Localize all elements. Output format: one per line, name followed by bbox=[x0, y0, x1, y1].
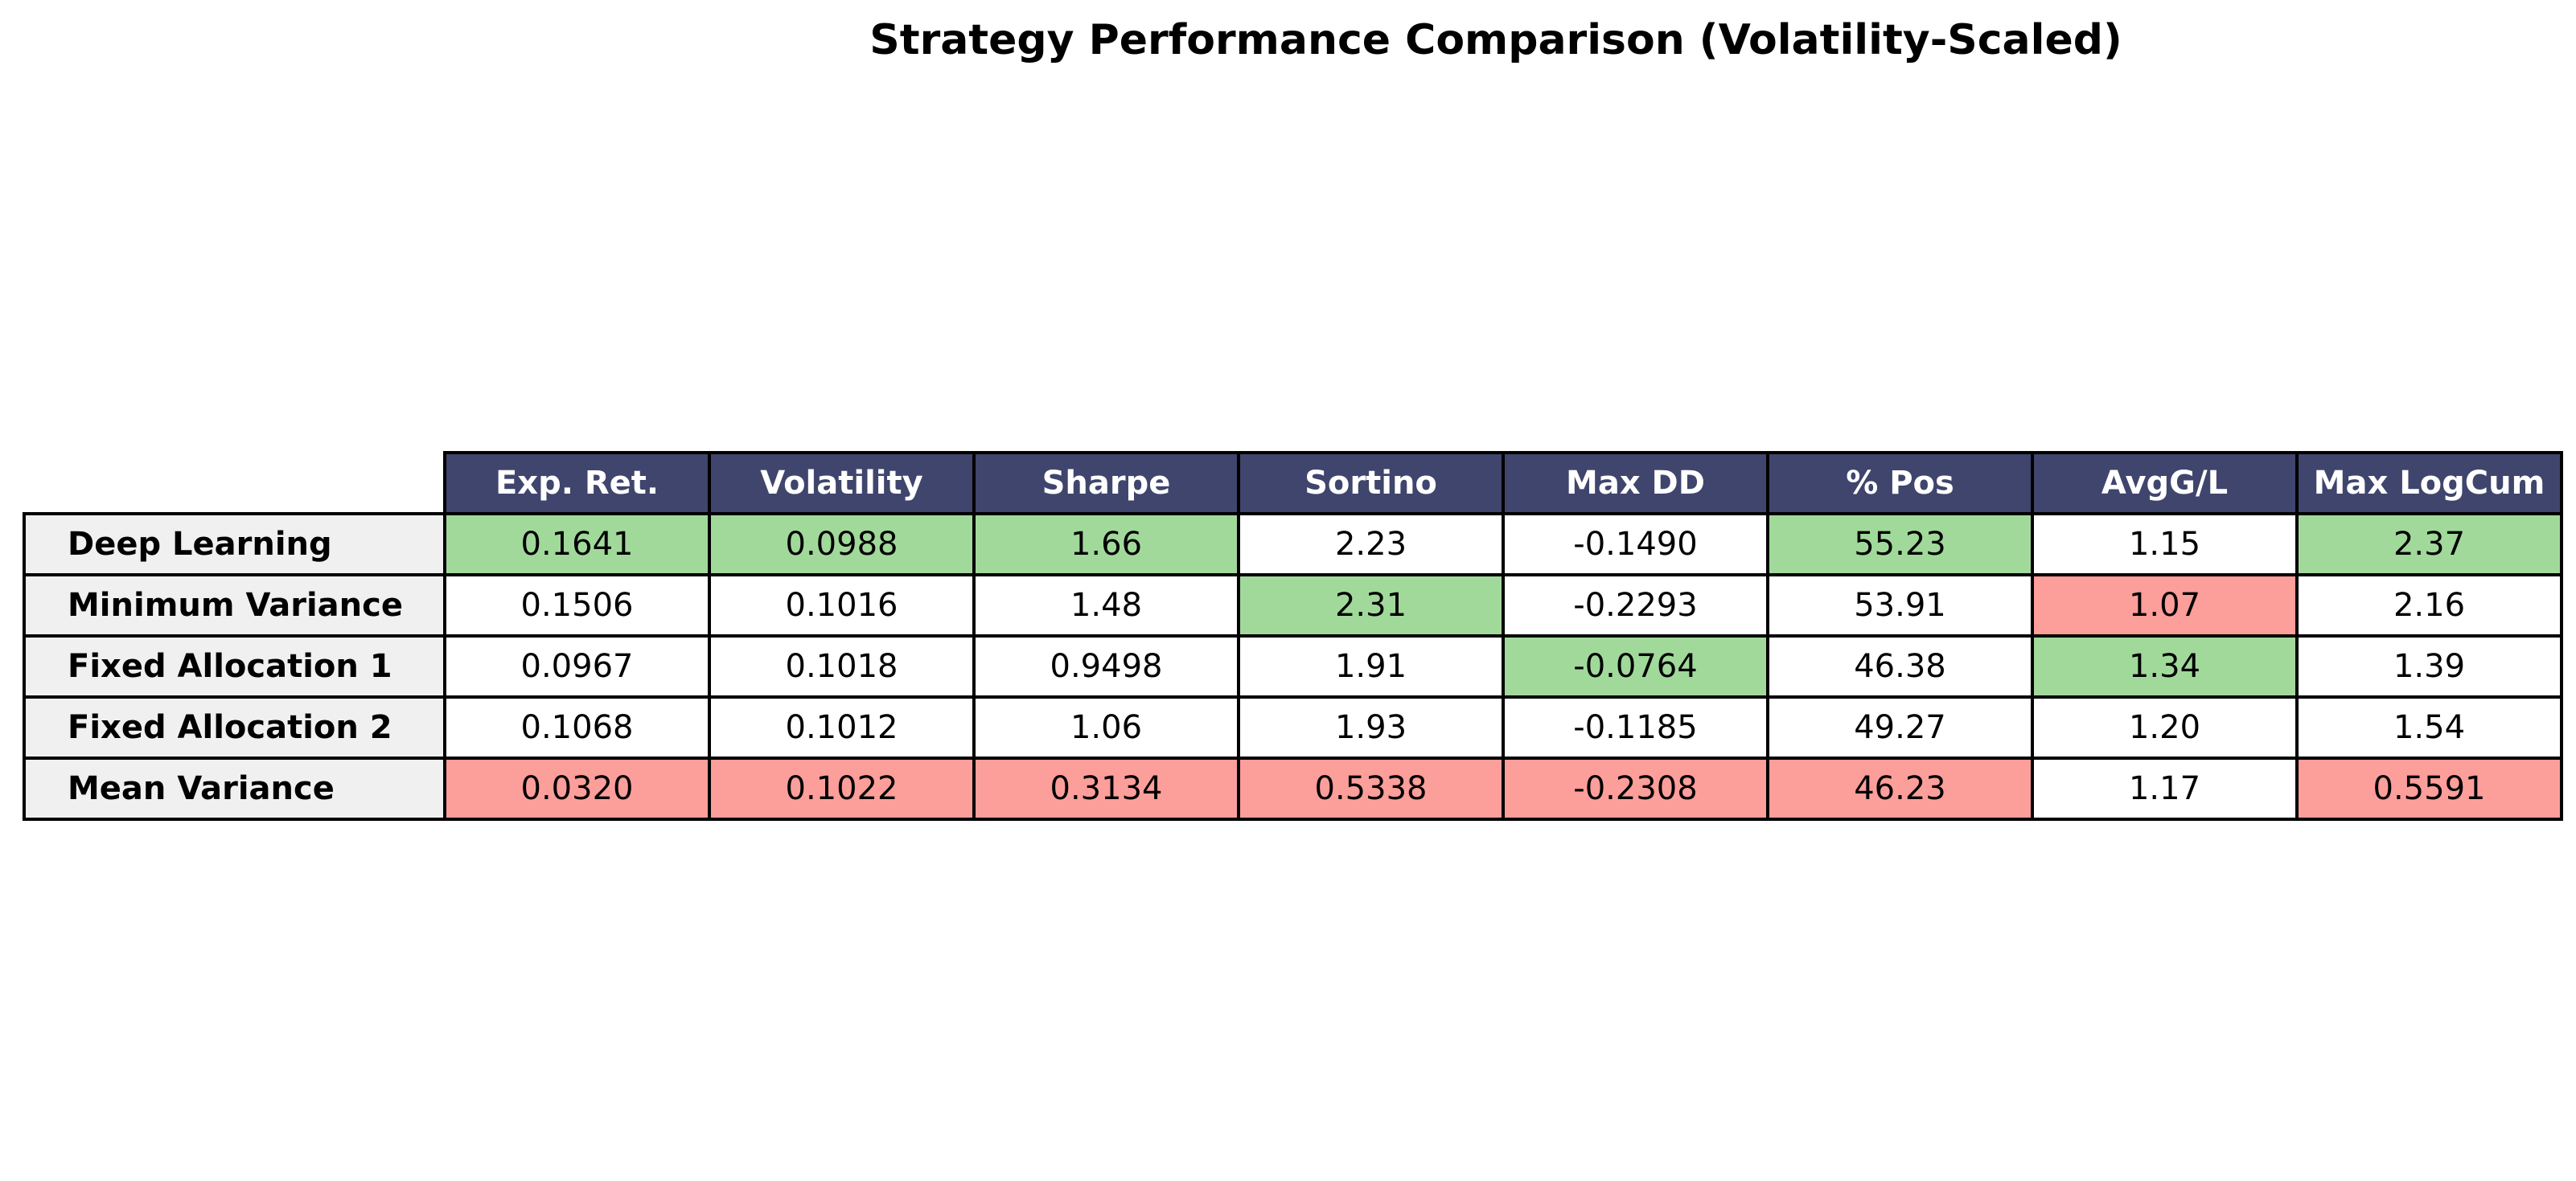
table-cell: 0.0967 bbox=[443, 634, 711, 699]
table-cell: 2.37 bbox=[2295, 512, 2563, 576]
table-row: Mean Variance 0.0320 0.1022 0.3134 0.5338 -0.… bbox=[23, 757, 2563, 821]
row-header: Mean Variance bbox=[23, 757, 446, 821]
table-cell: 1.39 bbox=[2295, 634, 2563, 699]
table-cell: 0.1016 bbox=[708, 573, 976, 638]
table-cell: 0.5591 bbox=[2295, 757, 2563, 821]
performance-table-container: Exp. Ret. Volatility Sharpe Sortino Max DD% … bbox=[23, 451, 2563, 821]
column-header: AvgG/L bbox=[2031, 451, 2299, 515]
table-cell: 0.1022 bbox=[708, 757, 976, 821]
table-cell: 1.93 bbox=[1237, 695, 1505, 760]
table-cell: 0.3134 bbox=[972, 757, 1240, 821]
table-cell: 1.66 bbox=[972, 512, 1240, 576]
table-cell: 1.48 bbox=[972, 573, 1240, 638]
table-row: Deep Learning 0.1641 0.0988 1.66 2.23 -0.1490… bbox=[23, 512, 2563, 576]
table-cell: 1.91 bbox=[1237, 634, 1505, 699]
column-header: % Pos bbox=[1766, 451, 2034, 515]
table-cell: 2.16 bbox=[2295, 573, 2563, 638]
column-header: Sortino bbox=[1237, 451, 1505, 515]
row-header: Fixed Allocation 1 bbox=[23, 634, 446, 699]
table-cell: 1.07 bbox=[2031, 573, 2299, 638]
table-body: Deep Learning 0.1641 0.0988 1.66 2.23 -0.1490… bbox=[23, 512, 2563, 821]
column-header: Exp. Ret. bbox=[443, 451, 711, 515]
table-cell: 1.20 bbox=[2031, 695, 2299, 760]
table-row: Fixed Allocation 2 0.1068 0.1012 1.06 1.93 -0… bbox=[23, 695, 2563, 760]
table-cell: 46.23 bbox=[1766, 757, 2034, 821]
table-cell: 1.34 bbox=[2031, 634, 2299, 699]
table-cell: 2.23 bbox=[1237, 512, 1505, 576]
table-cell: 1.15 bbox=[2031, 512, 2299, 576]
table-cell: -0.1185 bbox=[1502, 695, 1769, 760]
table-cell: 0.1068 bbox=[443, 695, 711, 760]
column-header: Volatility bbox=[708, 451, 976, 515]
row-header: Minimum Variance bbox=[23, 573, 446, 638]
table-cell: 0.0320 bbox=[443, 757, 711, 821]
header-row: Exp. Ret. Volatility Sharpe Sortino Max DD% … bbox=[24, 451, 2563, 515]
table-cell: 2.31 bbox=[1237, 573, 1505, 638]
table-cell: -0.1490 bbox=[1502, 512, 1769, 576]
table-cell: 0.1012 bbox=[708, 695, 976, 760]
chart-title: Strategy Performance Comparison (Volatil… bbox=[869, 16, 2122, 64]
table-cell: 1.54 bbox=[2295, 695, 2563, 760]
corner-cell bbox=[24, 453, 445, 514]
table-cell: -0.2308 bbox=[1502, 757, 1769, 821]
table-cell: 0.1018 bbox=[708, 634, 976, 699]
table-cell: 0.0988 bbox=[708, 512, 976, 576]
table-cell: 1.06 bbox=[972, 695, 1240, 760]
column-header: Max LogCum bbox=[2295, 451, 2563, 515]
table-cell: 0.1506 bbox=[443, 573, 711, 638]
table-cell: 1.17 bbox=[2031, 757, 2299, 821]
table-cell: 0.5338 bbox=[1237, 757, 1505, 821]
column-header: Max DD bbox=[1502, 451, 1769, 515]
column-header: Sharpe bbox=[972, 451, 1240, 515]
row-header: Deep Learning bbox=[23, 512, 446, 576]
table-cell: -0.0764 bbox=[1502, 634, 1769, 699]
row-header: Fixed Allocation 2 bbox=[23, 695, 446, 760]
performance-table: Exp. Ret. Volatility Sharpe Sortino Max DD% … bbox=[23, 451, 2563, 821]
table-cell: 53.91 bbox=[1766, 573, 2034, 638]
table-cell: 0.9498 bbox=[972, 634, 1240, 699]
table-row: Fixed Allocation 1 0.0967 0.1018 0.9498 1.91… bbox=[23, 634, 2563, 699]
table-row: Minimum Variance 0.1506 0.1016 1.48 2.31 -0.2… bbox=[23, 573, 2563, 638]
table-cell: -0.2293 bbox=[1502, 573, 1769, 638]
table-cell: 55.23 bbox=[1766, 512, 2034, 576]
table-cell: 0.1641 bbox=[443, 512, 711, 576]
table-cell: 49.27 bbox=[1766, 695, 2034, 760]
table-cell: 46.38 bbox=[1766, 634, 2034, 699]
